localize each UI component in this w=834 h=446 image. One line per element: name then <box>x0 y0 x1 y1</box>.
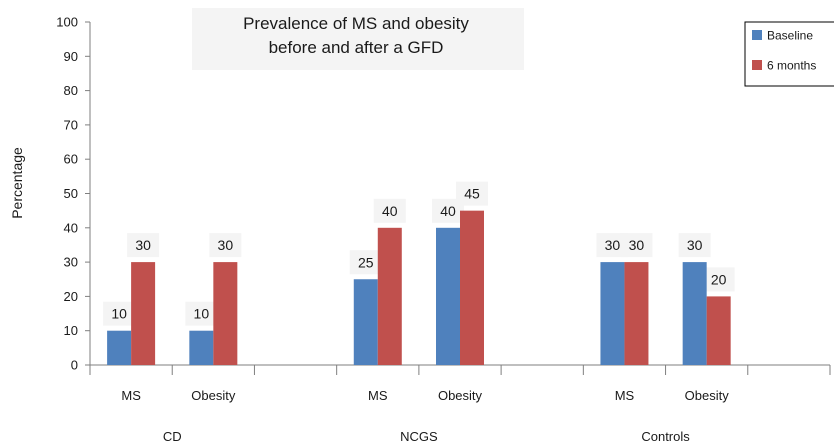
bar-baseline <box>107 330 132 365</box>
y-tick-label: 0 <box>71 358 78 373</box>
chart-title-line-1: Prevalence of MS and obesity <box>243 14 469 33</box>
y-tick-label: 30 <box>64 255 78 270</box>
category-label: MS <box>121 388 141 403</box>
data-label: 10 <box>111 306 127 322</box>
data-label-box <box>456 181 488 206</box>
bars <box>107 210 731 365</box>
data-label: 30 <box>218 237 234 253</box>
data-label-backgrounds <box>103 181 735 326</box>
data-label-box <box>620 233 653 258</box>
y-tick-label: 90 <box>64 49 78 64</box>
data-label-box <box>349 250 382 275</box>
labels: MS 10 30 Obesity 10 30 CD MS 25 40 Obesity 40 45 NCGS… <box>111 186 729 444</box>
y-axis-title: Percentage <box>9 147 25 219</box>
data-label: 25 <box>358 254 374 270</box>
legend-swatch <box>752 60 762 70</box>
category-label: Obesity <box>191 388 236 403</box>
chart-title-line-2: before and after a GFD <box>269 38 444 57</box>
data-label: 30 <box>629 237 645 253</box>
data-label-box <box>373 198 406 223</box>
data-label-box <box>185 301 218 326</box>
bar-baseline <box>353 279 378 365</box>
bar-baseline <box>189 330 214 365</box>
data-label-box <box>127 233 160 258</box>
y-tick-label: 80 <box>64 83 78 98</box>
category-label: Obesity <box>685 388 730 403</box>
category-label: Obesity <box>438 388 483 403</box>
bar-6-months <box>624 262 649 365</box>
group-label: Controls <box>641 429 690 444</box>
y-tick-label: 10 <box>64 323 78 338</box>
data-label-box <box>702 267 735 292</box>
bar-6-months <box>377 227 402 365</box>
y-tick-label: 40 <box>64 220 78 235</box>
group-label: CD <box>163 429 182 444</box>
bar-baseline <box>436 227 460 365</box>
data-label: 40 <box>382 203 398 219</box>
category-label: MS <box>368 388 388 403</box>
data-label-box <box>209 233 242 258</box>
bar-6-months <box>706 296 731 365</box>
data-label: 30 <box>687 237 703 253</box>
bar-6-months <box>131 262 156 365</box>
y-tick-label: 20 <box>64 289 78 304</box>
y-tick-label: 70 <box>64 117 78 132</box>
data-label-box <box>103 301 136 326</box>
y-tick-label: 100 <box>56 15 78 30</box>
data-label-box <box>678 233 711 258</box>
data-label: 10 <box>194 306 210 322</box>
bar-6-months <box>460 210 484 365</box>
legend-label: 6 months <box>767 59 816 73</box>
legend: Baseline 6 months <box>744 21 834 87</box>
data-label: 20 <box>711 271 727 287</box>
y-tick-label: 50 <box>64 186 78 201</box>
data-label: 45 <box>464 186 480 202</box>
legend-label: Baseline <box>767 29 813 43</box>
title-background <box>192 8 524 70</box>
data-label: 30 <box>605 237 621 253</box>
bar-6-months <box>213 262 238 365</box>
y-tick-label: 60 <box>64 152 78 167</box>
bar-baseline <box>600 262 625 365</box>
legend-swatch <box>752 30 762 40</box>
bar-baseline <box>682 262 707 365</box>
category-label: MS <box>615 388 635 403</box>
data-label: 30 <box>135 237 151 253</box>
data-label: 40 <box>440 203 456 219</box>
group-label: NCGS <box>400 429 438 444</box>
